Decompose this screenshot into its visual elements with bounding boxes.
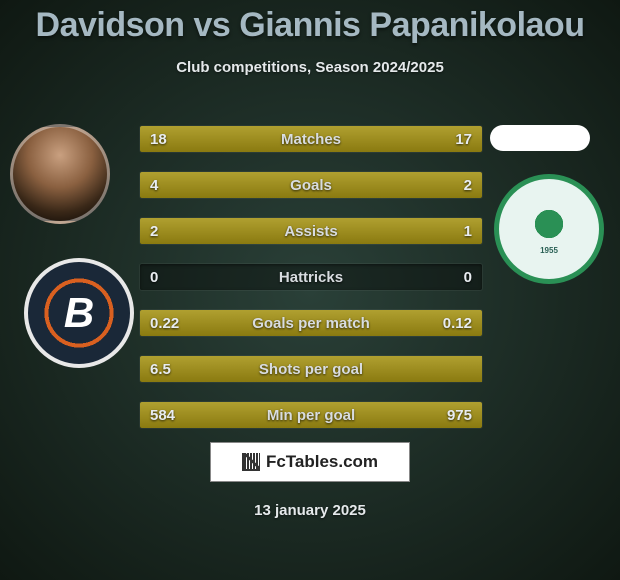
bar-value-left: 6.5 bbox=[150, 356, 171, 382]
player-left-avatar bbox=[10, 124, 110, 224]
chart-icon bbox=[242, 453, 260, 471]
bar-label: Goals per match bbox=[140, 310, 482, 336]
bar-value-right: 0 bbox=[464, 264, 472, 290]
page-title: Davidson vs Giannis Papanikolaou bbox=[0, 0, 620, 45]
club-right-badge: 1955 bbox=[494, 174, 604, 284]
club-left-letter: B bbox=[43, 277, 115, 349]
stat-row-hattricks: Hattricks0 0 bbox=[140, 264, 482, 290]
stats-bars: Matches1817Goals42Assists21Hattricks00Go… bbox=[140, 126, 482, 448]
fctables-logo: FcTables.com bbox=[210, 442, 410, 482]
bar-value-right: 975 bbox=[447, 402, 472, 428]
date-label: 13 january 2025 bbox=[0, 502, 620, 519]
bar-value-left: 0 bbox=[150, 264, 158, 290]
bar-label: Assists bbox=[140, 218, 482, 244]
player-right-flag bbox=[490, 125, 590, 151]
stat-row-assists: Assists2 1 bbox=[140, 218, 482, 244]
logo-text: FcTables.com bbox=[266, 452, 378, 472]
bar-value-right: 0.12 bbox=[443, 310, 472, 336]
bar-value-right: 2 bbox=[464, 172, 472, 198]
bar-value-left: 4 bbox=[150, 172, 158, 198]
bar-value-left: 2 bbox=[150, 218, 158, 244]
bar-value-right: 1 bbox=[464, 218, 472, 244]
stat-row-min-per-goal: Min per goal584 975 bbox=[140, 402, 482, 428]
bar-value-left: 584 bbox=[150, 402, 175, 428]
bar-label: Hattricks bbox=[140, 264, 482, 290]
stat-row-shots-per-goal: Shots per goal6.5 bbox=[140, 356, 482, 382]
bar-label: Goals bbox=[140, 172, 482, 198]
club-left-badge: B bbox=[24, 258, 134, 368]
bar-label: Matches bbox=[140, 126, 482, 152]
stat-row-matches: Matches18 17 bbox=[140, 126, 482, 152]
bar-value-left: 0.22 bbox=[150, 310, 179, 336]
subtitle: Club competitions, Season 2024/2025 bbox=[0, 59, 620, 76]
bar-label: Shots per goal bbox=[140, 356, 482, 382]
stat-row-goals-per-match: Goals per match0.22 0.12 bbox=[140, 310, 482, 336]
bar-value-left: 18 bbox=[150, 126, 167, 152]
stat-row-goals: Goals4 2 bbox=[140, 172, 482, 198]
club-right-leaf-icon bbox=[521, 195, 578, 252]
bar-label: Min per goal bbox=[140, 402, 482, 428]
bar-value-right: 17 bbox=[455, 126, 472, 152]
